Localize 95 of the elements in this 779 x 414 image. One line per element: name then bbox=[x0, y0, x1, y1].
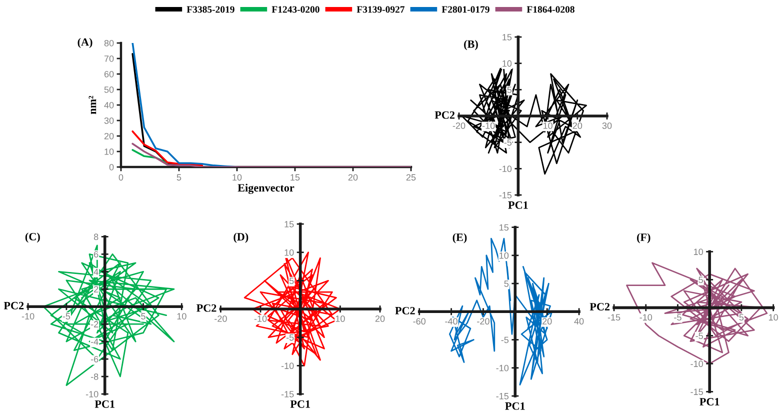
x-axis-title: Eigenvector bbox=[238, 184, 294, 194]
x-tick-label: -5 bbox=[674, 314, 682, 321]
y-tick-label: 40 bbox=[104, 102, 114, 108]
y-axis-title: PC2 bbox=[395, 306, 415, 314]
y-tick-label: -8 bbox=[90, 373, 98, 380]
legend-label: F3139-0927 bbox=[356, 6, 405, 13]
chart-title: (B) bbox=[464, 40, 478, 50]
y-tick-label: -10 bbox=[690, 360, 703, 368]
y-tick-label: 70 bbox=[104, 55, 114, 62]
y-tick-label: 8 bbox=[94, 234, 98, 240]
y-tick-label: -10 bbox=[86, 390, 98, 398]
x-tick-label: -20 bbox=[477, 318, 490, 325]
y-tick-label: 5 bbox=[507, 86, 512, 94]
y-tick-label: -5 bbox=[504, 139, 512, 146]
x-tick-label: 0 bbox=[118, 174, 124, 181]
x-tick-label: 10 bbox=[177, 313, 186, 320]
y-axis-title: PC2 bbox=[590, 302, 610, 310]
legend-label: F3385-2019 bbox=[186, 6, 234, 13]
line-series bbox=[132, 130, 204, 166]
x-tick-label: -60 bbox=[413, 318, 426, 325]
y-tick-label: -15 bbox=[690, 388, 703, 396]
x-tick-label: 5 bbox=[176, 174, 182, 181]
legend-label: F1864-0208 bbox=[526, 6, 574, 13]
y-tick-label: 20 bbox=[104, 132, 114, 140]
x-axis-title: PC1 bbox=[94, 400, 114, 408]
y-tick-label: 60 bbox=[104, 70, 114, 78]
legend-label: F2801-0179 bbox=[442, 6, 490, 13]
y-tick-label: -15 bbox=[499, 192, 512, 198]
y-tick-label: -15 bbox=[496, 393, 509, 400]
x-tick-label: 20 bbox=[348, 174, 358, 181]
x-tick-label: -20 bbox=[214, 316, 227, 322]
x-tick-label: -10 bbox=[22, 313, 34, 320]
y-tick-label: 10 bbox=[500, 252, 509, 259]
x-tick-label: -40 bbox=[445, 318, 458, 325]
y-tick-label: 15 bbox=[500, 224, 509, 231]
x-tick-label: 5 bbox=[739, 314, 744, 321]
y-axis-title: nm² bbox=[88, 96, 96, 114]
x-tick-label: 15 bbox=[290, 174, 300, 181]
x-axis-title: PC1 bbox=[505, 402, 525, 410]
x-tick-label: 30 bbox=[602, 122, 612, 129]
x-tick-label: 20 bbox=[572, 122, 582, 129]
y-tick-label: 15 bbox=[284, 221, 294, 228]
x-tick-label: -20 bbox=[452, 122, 466, 129]
y-tick-label: 50 bbox=[104, 86, 114, 93]
y-tick-label: -10 bbox=[496, 364, 509, 372]
x-axis-title: PC1 bbox=[700, 398, 720, 406]
y-tick-label: 5 bbox=[504, 280, 509, 287]
y-tick-label: 10 bbox=[284, 249, 294, 256]
y-tick-label: -10 bbox=[499, 166, 512, 172]
y-tick-label: 30 bbox=[104, 117, 114, 124]
y-axis-title: PC2 bbox=[434, 111, 455, 119]
y-tick-label: 10 bbox=[104, 148, 114, 155]
y-tick-label: 5 bbox=[698, 276, 703, 284]
line-series bbox=[42, 244, 175, 386]
chart-title: (F) bbox=[637, 233, 650, 244]
y-tick-label: -6 bbox=[90, 356, 98, 362]
chart-title: (E) bbox=[452, 233, 467, 244]
x-tick-label: -15 bbox=[608, 314, 620, 321]
y-tick-label: -5 bbox=[286, 334, 294, 341]
y-tick-label: -5 bbox=[501, 336, 509, 344]
y-tick-label: 0 bbox=[109, 164, 114, 170]
x-tick-label: -10 bbox=[254, 316, 267, 322]
y-tick-label: -2 bbox=[90, 321, 98, 328]
line-series bbox=[132, 142, 411, 168]
x-tick-label: 40 bbox=[574, 318, 584, 325]
x-tick-label: 20 bbox=[542, 318, 552, 325]
y-tick-label: -10 bbox=[281, 362, 294, 370]
chart-title: (A) bbox=[78, 38, 92, 48]
chart-title: (C) bbox=[25, 232, 40, 243]
y-tick-label: 6 bbox=[94, 251, 98, 258]
y-axis-title: PC2 bbox=[196, 304, 216, 312]
y-tick-label: 15 bbox=[502, 34, 512, 40]
y-tick-label: 5 bbox=[289, 278, 294, 284]
y-tick-label: 10 bbox=[694, 248, 703, 256]
y-tick-label: 10 bbox=[502, 60, 512, 67]
x-tick-label: -10 bbox=[482, 122, 495, 129]
line-series bbox=[132, 149, 168, 164]
x-tick-label: 10 bbox=[543, 122, 552, 129]
y-tick-label: -5 bbox=[696, 332, 703, 340]
x-axis-title: PC1 bbox=[290, 400, 310, 408]
x-tick-label: 10 bbox=[232, 174, 242, 181]
y-tick-label: -4 bbox=[90, 338, 98, 345]
x-tick-label: 25 bbox=[406, 174, 416, 181]
x-axis-title: PC1 bbox=[508, 201, 528, 209]
y-tick-label: 80 bbox=[104, 40, 114, 46]
legend-label: F1243-0200 bbox=[272, 6, 320, 13]
x-tick-label: 5 bbox=[141, 313, 146, 320]
x-tick-label: 10 bbox=[336, 316, 345, 322]
x-tick-label: -10 bbox=[640, 314, 652, 321]
text: (D) bbox=[234, 232, 248, 243]
y-axis-title: PC2 bbox=[4, 302, 24, 310]
x-tick-label: 10 bbox=[768, 314, 778, 321]
x-tick-label: -5 bbox=[62, 313, 70, 320]
y-tick-label: -15 bbox=[281, 391, 294, 398]
x-tick-label: 20 bbox=[375, 316, 385, 322]
